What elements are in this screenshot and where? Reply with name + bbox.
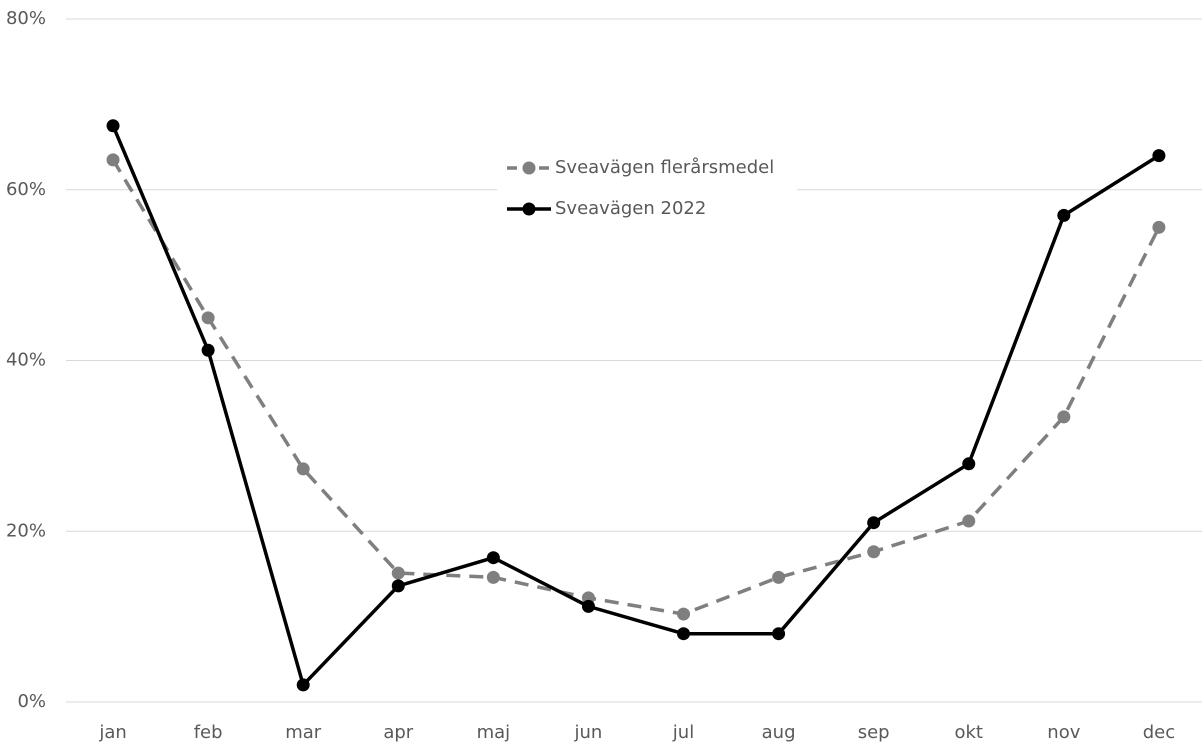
x-tick-label: feb xyxy=(194,722,223,743)
marker xyxy=(677,627,691,641)
legend-label: Sveavägen flerårsmedel xyxy=(555,157,774,178)
marker xyxy=(486,551,500,565)
x-tick-label: maj xyxy=(477,722,511,743)
marker xyxy=(962,457,976,471)
marker xyxy=(1057,410,1071,424)
series-line xyxy=(111,125,1160,687)
marker xyxy=(867,545,881,559)
marker xyxy=(391,566,405,580)
marker xyxy=(677,607,691,621)
x-tick-label: okt xyxy=(955,722,984,743)
marker xyxy=(772,570,786,584)
legend: Sveavägen flerårsmedel Sveavägen 2022 xyxy=(497,148,797,230)
legend-label: Sveavägen 2022 xyxy=(555,198,706,219)
marker xyxy=(106,119,120,133)
y-tick-label: 60% xyxy=(6,179,46,200)
x-tick-label: sep xyxy=(858,722,890,743)
y-tick-label: 80% xyxy=(6,8,46,29)
marker xyxy=(296,462,310,476)
x-tick-label: jun xyxy=(574,722,603,743)
marker xyxy=(772,627,786,641)
x-tick-label: aug xyxy=(762,722,796,743)
marker xyxy=(201,311,215,325)
marker xyxy=(391,579,405,593)
marker xyxy=(106,153,120,167)
marker xyxy=(962,514,976,528)
series-line xyxy=(111,158,1161,616)
legend-box xyxy=(497,148,797,230)
marker xyxy=(581,599,595,613)
x-tick-label: apr xyxy=(383,722,413,743)
marker xyxy=(296,678,310,692)
x-tick-label: nov xyxy=(1047,722,1080,743)
marker xyxy=(867,516,881,530)
marker xyxy=(486,570,500,584)
x-tick-label: jan xyxy=(98,722,126,743)
legend-marker xyxy=(522,202,536,216)
y-tick-label: 0% xyxy=(17,691,46,712)
y-tick-label: 20% xyxy=(6,520,46,541)
x-tick-label: mar xyxy=(285,722,322,743)
marker xyxy=(201,343,215,357)
x-tick-label: dec xyxy=(1143,722,1175,743)
marker xyxy=(1152,149,1166,163)
legend-marker xyxy=(522,161,536,175)
marker xyxy=(1152,220,1166,234)
y-tick-label: 40% xyxy=(6,350,46,371)
x-tick-label: jul xyxy=(672,722,694,743)
marker xyxy=(1057,208,1071,222)
